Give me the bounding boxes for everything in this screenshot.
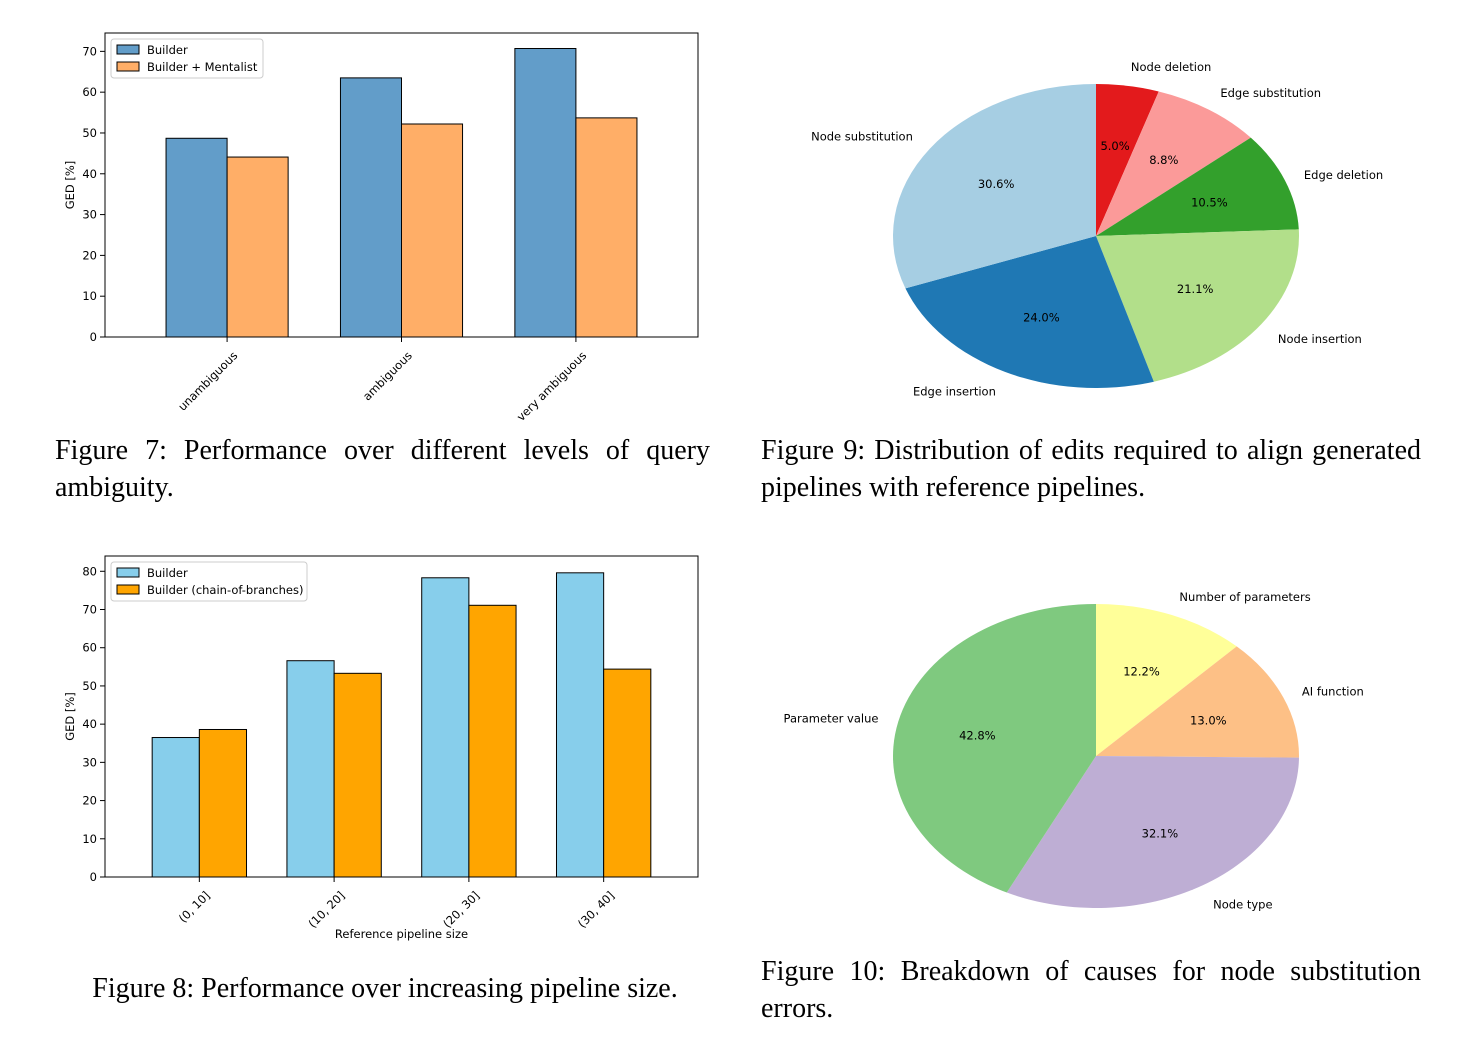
bar-builder-mentalist-ambiguous: [401, 123, 464, 338]
pie-label-number-of-parameters: Number of parameters: [1179, 590, 1310, 604]
legend-label-builder: Builder: [147, 566, 188, 580]
y-axis-label: GED [%]: [63, 692, 77, 741]
pie-slice-number-of-parameters: [1096, 604, 1237, 756]
y-tick-label: 40: [82, 717, 97, 731]
legend-swatch-builder-mentalist: [116, 61, 140, 72]
y-axis-label: GED [%]: [63, 161, 77, 210]
bar-builder-0-10: [151, 737, 200, 878]
legend-label-builder-mentalist: Builder + Mentalist: [147, 60, 258, 74]
y-tick-label: 50: [82, 126, 97, 140]
pie-pct-edge-substitution: 8.8%: [1149, 153, 1178, 167]
bar-builder-very-ambiguous: [514, 48, 577, 338]
y-tick-label: 50: [82, 679, 97, 693]
y-tick-label: 10: [82, 832, 97, 846]
y-tick-label: 0: [90, 330, 97, 344]
x-tick-label: (0, 10]: [176, 888, 213, 925]
pie-pct-node-deletion: 5.0%: [1100, 139, 1129, 153]
y-tick-label: 70: [82, 44, 97, 58]
figure-9-pie-chart: 5.0% Node deletion 8.8% Edge substitution 10…: [811, 60, 1383, 399]
bar-builder-chain-of-branches-0-10: [198, 728, 248, 878]
y-tick-label: 30: [82, 755, 97, 769]
pie-slice-node-type: [1006, 756, 1299, 908]
legend-label-builder-chain-of-branches: Builder (chain-of-branches): [147, 583, 303, 597]
pie-label-node-substitution: Node substitution: [811, 129, 913, 143]
pie-pct-parameter-value: 42.8%: [959, 728, 996, 742]
plot-frame: [104, 32, 699, 338]
pie-slice-ai-function: [1096, 646, 1299, 758]
pie-label-node-deletion: Node deletion: [1131, 60, 1211, 74]
x-tick-label: (20, 30]: [440, 888, 482, 930]
pie-slice-node-substitution: [893, 83, 1096, 289]
pie-label-ai-function: AI function: [1302, 684, 1364, 698]
y-tick-label: 10: [82, 289, 97, 303]
y-tick-label: 30: [82, 208, 97, 222]
legend-box: [110, 38, 264, 79]
y-tick-label: 60: [82, 85, 97, 99]
x-tick-label: (10, 20]: [305, 888, 347, 930]
pie-label-node-insertion: Node insertion: [1278, 332, 1362, 346]
pie-label-edge-substitution: Edge substitution: [1220, 86, 1321, 100]
bar-builder-10-20: [286, 660, 335, 878]
bar-builder-chain-of-branches-20-30: [468, 604, 517, 878]
x-axis-label: Reference pipeline size: [335, 927, 468, 941]
bar-builder-chain-of-branches-10-20: [333, 672, 382, 878]
pie-slice-edge-deletion: [1096, 137, 1299, 236]
pie-pct-ai-function: 13.0%: [1190, 714, 1227, 728]
figure-8-caption: Figure 8: Performance over increasing pi…: [92, 973, 678, 1004]
figure-8-panel: (0, 10] (10, 20] (20, 30] (30, 40] 0 10 20 30 40…: [0, 520, 740, 1056]
legend-label-builder: Builder: [147, 43, 188, 57]
pie-pct-node-substitution: 30.6%: [978, 177, 1015, 191]
figure-9-panel: 5.0% Node deletion 8.8% Edge substitution 10…: [740, 0, 1480, 520]
pie-slice-edge-substitution: [1096, 91, 1251, 236]
y-tick-label: 80: [82, 564, 97, 578]
y-tick-label: 70: [82, 603, 97, 617]
figure-8-bar-chart: (0, 10] (10, 20] (20, 30] (30, 40] 0 10 20 30 40…: [63, 555, 699, 941]
figure-10-pie-chart: 12.2% Number of parameters 13.0% AI functio…: [784, 590, 1364, 911]
legend-swatch-builder: [116, 567, 140, 578]
figure-9-caption: Figure 9: Distribution of edits required…: [761, 435, 1421, 503]
figure-7-bar-chart: unambiguous ambiguous very ambiguous 0 10 20 3…: [63, 32, 699, 424]
y-tick-label: 20: [82, 248, 97, 262]
figure-7-panel: unambiguous ambiguous very ambiguous 0 10 20 3…: [0, 0, 740, 520]
bar-builder-30-40: [555, 572, 605, 878]
x-tick-label: unambiguous: [175, 348, 240, 413]
pie-pct-node-type: 32.1%: [1142, 827, 1179, 841]
legend-box: [110, 561, 308, 602]
x-tick-label: (30, 40]: [575, 888, 617, 930]
bar-builder-mentalist-unambiguous: [226, 156, 289, 338]
pie-slice-node-deletion: [1096, 84, 1159, 236]
legend-swatch-builder: [116, 44, 140, 55]
y-tick-label: 20: [82, 794, 97, 808]
bar-builder-mentalist-very-ambiguous: [575, 117, 638, 338]
pie-slice-edge-insertion: [905, 236, 1154, 388]
y-tick-label: 60: [82, 641, 97, 655]
pie-pct-edge-deletion: 10.5%: [1191, 196, 1228, 210]
y-tick-label: 40: [82, 167, 97, 181]
pie-pct-node-insertion: 21.1%: [1177, 282, 1214, 296]
y-tick-label: 0: [90, 870, 97, 884]
figure-7-caption: Figure 7: Performance over different lev…: [55, 435, 710, 503]
pie-label-edge-insertion: Edge insertion: [913, 384, 996, 398]
x-tick-label: ambiguous: [360, 348, 415, 403]
pie-label-node-type: Node type: [1213, 897, 1272, 911]
bar-builder-unambiguous: [165, 137, 228, 338]
legend-swatch-builder-chain-of-branches: [116, 584, 140, 595]
pie-pct-number-of-parameters: 12.2%: [1123, 664, 1160, 678]
pie-label-edge-deletion: Edge deletion: [1304, 168, 1383, 182]
bar-builder-chain-of-branches-30-40: [603, 668, 652, 878]
pie-slice-parameter-value: [893, 604, 1096, 893]
plot-frame: [104, 555, 699, 878]
pie-pct-edge-insertion: 24.0%: [1023, 311, 1060, 325]
bar-builder-20-30: [421, 577, 470, 878]
figure-10-caption: Figure 10: Breakdown of causes for node …: [761, 956, 1421, 1024]
bar-builder-ambiguous: [339, 77, 402, 338]
pie-label-parameter-value: Parameter value: [784, 711, 879, 725]
x-tick-label: very ambiguous: [514, 348, 589, 423]
figure-10-panel: 12.2% Number of parameters 13.0% AI functio…: [740, 520, 1480, 1056]
pie-slice-node-insertion: [1096, 229, 1299, 382]
